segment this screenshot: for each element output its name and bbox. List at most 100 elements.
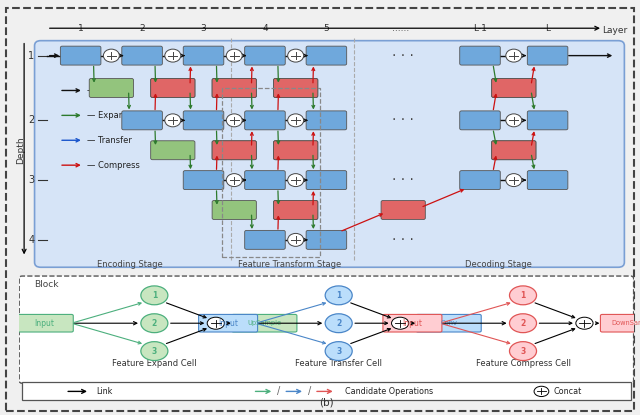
Text: 1: 1: [28, 51, 35, 61]
Text: Feature Transfer Cell: Feature Transfer Cell: [295, 359, 382, 369]
Circle shape: [509, 286, 536, 305]
Text: Block: Block: [35, 280, 59, 289]
Text: — Link: — Link: [87, 86, 115, 95]
Text: Input: Input: [403, 319, 422, 328]
FancyBboxPatch shape: [492, 141, 536, 160]
Circle shape: [288, 114, 303, 127]
Text: Feature Compress Cell: Feature Compress Cell: [476, 359, 570, 369]
Circle shape: [207, 317, 225, 329]
Text: · · ·: · · ·: [392, 233, 414, 247]
Circle shape: [506, 49, 522, 62]
Text: Link: Link: [96, 387, 113, 396]
Circle shape: [392, 317, 409, 329]
Text: UpSample: UpSample: [247, 320, 282, 326]
FancyBboxPatch shape: [183, 111, 224, 130]
Text: Input: Input: [34, 319, 54, 328]
FancyBboxPatch shape: [273, 200, 318, 220]
Circle shape: [141, 342, 168, 361]
Text: Conv: Conv: [440, 320, 457, 326]
Text: 3: 3: [28, 175, 35, 185]
FancyBboxPatch shape: [460, 171, 500, 190]
FancyBboxPatch shape: [183, 171, 224, 190]
FancyBboxPatch shape: [198, 315, 257, 332]
Text: /: /: [277, 386, 280, 396]
Circle shape: [288, 49, 303, 62]
FancyBboxPatch shape: [19, 276, 634, 383]
FancyBboxPatch shape: [306, 46, 347, 65]
FancyBboxPatch shape: [244, 171, 285, 190]
FancyBboxPatch shape: [232, 315, 297, 332]
Circle shape: [576, 317, 593, 329]
FancyBboxPatch shape: [273, 141, 318, 160]
FancyBboxPatch shape: [244, 46, 285, 65]
Text: 3: 3: [520, 347, 525, 356]
FancyBboxPatch shape: [492, 141, 536, 160]
Text: — Expand: — Expand: [87, 111, 129, 120]
FancyBboxPatch shape: [212, 78, 257, 98]
Text: 2: 2: [152, 319, 157, 328]
FancyBboxPatch shape: [122, 111, 163, 130]
Text: · · ·: · · ·: [392, 113, 414, 127]
Text: L: L: [545, 24, 550, 33]
Circle shape: [227, 114, 242, 127]
FancyBboxPatch shape: [492, 78, 536, 98]
Text: 4: 4: [262, 24, 268, 33]
FancyBboxPatch shape: [527, 46, 568, 65]
Text: Input: Input: [218, 319, 238, 328]
Text: Encoding Stage: Encoding Stage: [97, 260, 163, 269]
Circle shape: [506, 173, 522, 187]
FancyBboxPatch shape: [35, 41, 625, 267]
FancyBboxPatch shape: [14, 315, 73, 332]
FancyBboxPatch shape: [183, 46, 224, 65]
FancyBboxPatch shape: [527, 171, 568, 190]
Text: 2: 2: [520, 319, 525, 328]
FancyBboxPatch shape: [460, 111, 500, 130]
Circle shape: [227, 49, 242, 62]
FancyBboxPatch shape: [89, 78, 134, 98]
FancyBboxPatch shape: [416, 315, 481, 332]
Circle shape: [288, 233, 303, 247]
Text: Feature Expand Cell: Feature Expand Cell: [112, 359, 196, 369]
FancyBboxPatch shape: [273, 78, 318, 98]
FancyBboxPatch shape: [527, 111, 568, 130]
Text: 2: 2: [28, 115, 35, 125]
Text: (a): (a): [319, 280, 333, 290]
Text: — Transfer: — Transfer: [87, 136, 132, 145]
Circle shape: [141, 314, 168, 333]
FancyBboxPatch shape: [383, 315, 442, 332]
Text: Depth: Depth: [16, 137, 25, 164]
Text: DownSample: DownSample: [611, 320, 640, 326]
Circle shape: [141, 286, 168, 305]
Circle shape: [165, 114, 180, 127]
Text: Concat: Concat: [554, 387, 582, 396]
FancyBboxPatch shape: [212, 141, 257, 160]
Text: 2: 2: [336, 319, 341, 328]
FancyBboxPatch shape: [122, 46, 163, 65]
Text: 3: 3: [336, 347, 341, 356]
Text: 4: 4: [28, 235, 35, 245]
FancyBboxPatch shape: [460, 46, 500, 65]
FancyBboxPatch shape: [244, 111, 285, 130]
Circle shape: [104, 49, 119, 62]
Text: 1: 1: [520, 291, 525, 300]
Text: 3: 3: [201, 24, 206, 33]
Text: · · ·: · · ·: [392, 173, 414, 187]
FancyBboxPatch shape: [306, 111, 347, 130]
Circle shape: [534, 386, 549, 397]
FancyBboxPatch shape: [22, 382, 630, 400]
FancyBboxPatch shape: [244, 230, 285, 249]
Circle shape: [509, 342, 536, 361]
FancyBboxPatch shape: [273, 200, 318, 220]
Text: /: /: [308, 386, 311, 396]
Text: 3: 3: [152, 347, 157, 356]
Circle shape: [325, 314, 352, 333]
Text: ......: ......: [392, 24, 409, 33]
Circle shape: [325, 342, 352, 361]
Circle shape: [288, 173, 303, 187]
FancyBboxPatch shape: [150, 141, 195, 160]
FancyBboxPatch shape: [381, 200, 426, 220]
Text: 5: 5: [324, 24, 329, 33]
Circle shape: [506, 114, 522, 127]
Text: Feature Transform Stage: Feature Transform Stage: [238, 260, 341, 269]
FancyBboxPatch shape: [273, 78, 318, 98]
